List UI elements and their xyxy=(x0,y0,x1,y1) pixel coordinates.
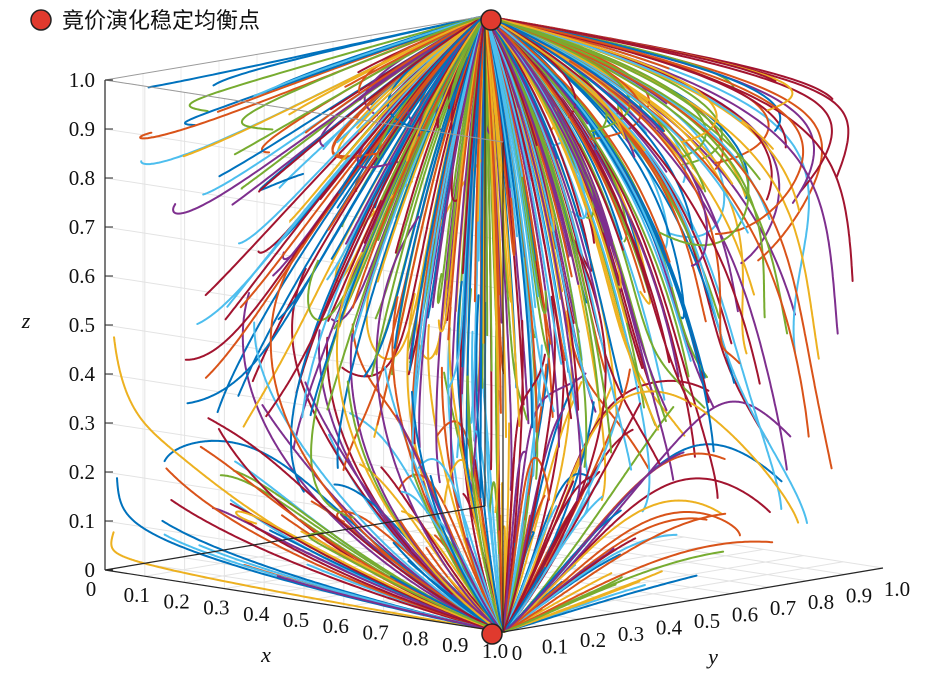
equilibrium-point-layer xyxy=(480,9,503,645)
y-tick-label: 0.1 xyxy=(542,635,568,659)
legend-marker xyxy=(30,9,52,31)
x-tick-label: 0.9 xyxy=(442,633,468,657)
x-tick-label: 0.7 xyxy=(362,620,388,644)
z-tick-label: 0.9 xyxy=(69,117,95,141)
legend: 竟价演化稳定均衡点 xyxy=(30,9,260,34)
z-tick-label: 1.0 xyxy=(69,68,95,92)
z-tick-label: 0.2 xyxy=(69,460,95,484)
y-tick-label: 1.0 xyxy=(884,577,910,601)
axis-line xyxy=(104,15,486,81)
y-tick-label: 0.6 xyxy=(732,603,758,627)
x-axis-label: x xyxy=(260,642,271,667)
y-tick-label: 0.9 xyxy=(846,583,872,607)
y-tick-label: 0 xyxy=(512,641,523,665)
x-tick-label: 0.4 xyxy=(243,602,270,626)
axis-line xyxy=(104,569,504,633)
trajectory-line xyxy=(110,531,494,632)
equilibrium-point xyxy=(481,623,503,645)
z-tick-label: 0.1 xyxy=(69,509,95,533)
y-tick-label: 0.7 xyxy=(770,596,796,620)
z-tick-label: 0.7 xyxy=(69,215,95,239)
trajectory-line xyxy=(502,295,556,633)
z-tick-label: 0.8 xyxy=(69,166,95,190)
y-axis-label: y xyxy=(706,644,718,669)
z-tick-label: 0.5 xyxy=(69,313,95,337)
z-axis-label: z xyxy=(21,308,31,333)
x-tick-label: 0.1 xyxy=(124,583,150,607)
legend-label: 竟价演化稳定均衡点 xyxy=(62,9,260,34)
x-tick-label: 0.2 xyxy=(163,589,189,613)
grid-line xyxy=(104,275,504,339)
y-tick-label: 0.2 xyxy=(580,628,606,652)
z-tick-label: 0.4 xyxy=(69,362,96,386)
x-tick-label: 0.5 xyxy=(283,608,309,632)
axis-line xyxy=(104,79,504,143)
axis-line xyxy=(502,567,884,633)
y-tick-label: 0.3 xyxy=(618,622,644,646)
y-tick-label: 0.5 xyxy=(694,609,720,633)
grid-line xyxy=(370,524,770,588)
x-tick-label: 0.8 xyxy=(402,627,428,651)
z-tick-label: 0.3 xyxy=(69,411,95,435)
x-tick-label: 0.6 xyxy=(323,614,349,638)
x-tick-label: 0.3 xyxy=(203,596,229,620)
trajectory-line xyxy=(113,336,330,559)
x-tick-label: 0 xyxy=(86,577,97,601)
z-tick-label: 0 xyxy=(85,558,96,582)
trajectory-line xyxy=(568,60,741,365)
z-tick-label: 0.6 xyxy=(69,264,95,288)
axis-layer: 0 0.1 0.2 0.3 0.4 0.5 0.6 0.7 0.8 0.9 1.0 0 0.1 0.2 0.… xyxy=(21,15,910,669)
axis-line xyxy=(104,505,486,571)
trajectory-line xyxy=(505,372,587,610)
y-tick-label: 0.8 xyxy=(808,590,834,614)
y-tick-label: 0.4 xyxy=(656,615,683,639)
equilibrium-point xyxy=(480,9,502,31)
